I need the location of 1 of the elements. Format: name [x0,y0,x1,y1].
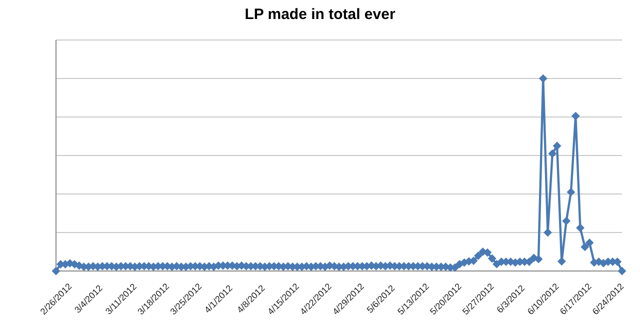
chart-title: LP made in total ever [244,6,396,23]
